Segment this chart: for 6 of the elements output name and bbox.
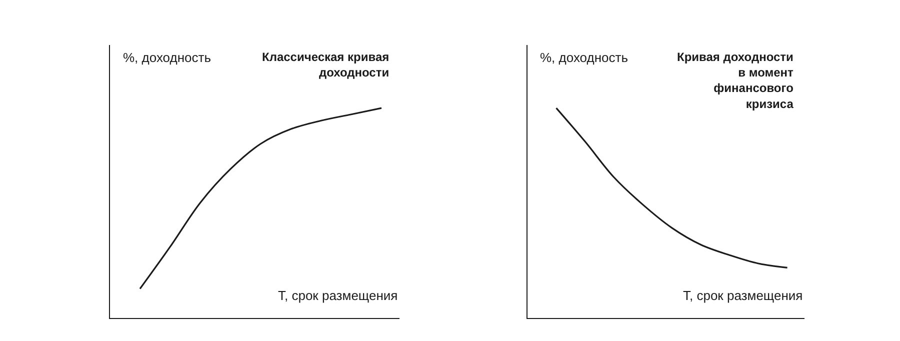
- x-axis-title: T, срок размещения: [683, 288, 803, 303]
- y-axis-title: %, доходность: [540, 50, 628, 65]
- x-axis-title: T, срок размещения: [278, 288, 398, 303]
- y-axis-title: %, доходность: [123, 50, 212, 65]
- chart-title: Кривая доходности в момент финансового кризиса: [677, 50, 794, 111]
- chart-title: Классическая кривая доходности: [262, 50, 390, 80]
